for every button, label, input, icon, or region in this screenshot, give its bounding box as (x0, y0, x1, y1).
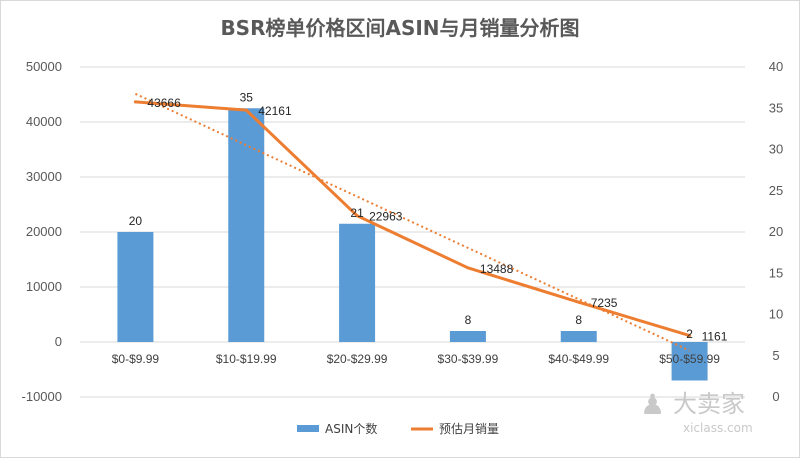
watermark-logo-icon: ♟ (640, 388, 665, 421)
line-value-label: 1161 (702, 330, 728, 344)
right-axis-tick-label: 20 (769, 224, 783, 239)
right-axis-ticks: 0 5 10 15 20 25 30 35 40 (769, 59, 783, 404)
line-value-label: 7235 (591, 296, 618, 310)
bar-value-label: 35 (240, 90, 254, 104)
right-axis-tick-label: 10 (769, 307, 783, 322)
sales-line (133, 100, 692, 338)
left-axis-tick-label: 50000 (26, 59, 62, 74)
line-value-label: 13488 (480, 262, 514, 276)
bar (560, 331, 597, 342)
line-point (244, 108, 248, 112)
right-axis-tick-label: 30 (769, 142, 783, 157)
bar (117, 232, 154, 342)
category-label: $20-$29.99 (327, 352, 388, 366)
bar-value-label: 2 (686, 327, 693, 341)
bar (228, 108, 265, 342)
bar-series (117, 108, 708, 381)
line-point (688, 334, 692, 338)
line-point (577, 300, 581, 304)
bar-value-label: 8 (465, 313, 472, 327)
chart-title: BSR榜单价格区间ASIN与月销量分析图 (220, 16, 579, 40)
legend: ASIN个数 预估月销量 (297, 421, 499, 436)
left-axis-tick-label: 0 (55, 334, 62, 349)
category-label: $0-$9.99 (112, 352, 160, 366)
bar-value-label: 8 (575, 313, 582, 327)
line-point (133, 100, 137, 104)
legend-label-line: 预估月销量 (439, 422, 499, 436)
left-axis-tick-label: 30000 (26, 169, 62, 184)
bar-value-label: 21 (350, 206, 364, 220)
line-point (355, 214, 359, 218)
trendline (134, 92, 691, 352)
line-value-label: 43666 (147, 96, 181, 110)
right-axis-tick-label: 5 (772, 348, 779, 363)
category-labels: $0-$9.99 $10-$19.99 $20-$29.99 $30-$39.99 $4… (112, 352, 721, 366)
legend-label-bar: ASIN个数 (325, 421, 377, 436)
right-axis-tick-label: 35 (769, 100, 783, 115)
bar (671, 342, 708, 381)
category-label: $40-$49.99 (548, 352, 609, 366)
left-axis-tick-label: 40000 (26, 114, 62, 129)
left-axis-tick-label: -10000 (22, 389, 62, 404)
category-label: $10-$19.99 (216, 352, 277, 366)
category-label: $30-$39.99 (438, 352, 499, 366)
watermark-text: 大卖家 (673, 390, 745, 418)
line-value-label: 22963 (369, 210, 403, 224)
line-value-label: 42161 (258, 104, 292, 118)
bar (449, 331, 486, 342)
line-series (133, 100, 692, 338)
left-axis-tick-label: 10000 (26, 279, 62, 294)
bar-value-label: 20 (129, 214, 143, 228)
right-axis-tick-label: 0 (772, 389, 779, 404)
watermark: ♟ 大卖家 xiclass.com (640, 388, 753, 435)
watermark-subtext: xiclass.com (683, 421, 753, 435)
right-axis-tick-label: 25 (769, 183, 783, 198)
category-label: $50-$59.99 (659, 352, 720, 366)
line-point (466, 266, 470, 270)
gridlines (80, 66, 745, 398)
legend-swatch-bar (297, 425, 319, 432)
right-axis-tick-label: 15 (769, 265, 783, 280)
left-axis-ticks: -10000 0 10000 20000 30000 40000 50000 (22, 59, 62, 404)
bar (339, 223, 376, 342)
left-axis-tick-label: 20000 (26, 224, 62, 239)
right-axis-tick-label: 40 (769, 59, 783, 74)
linear-trendline (134, 92, 691, 352)
data-labels: 20 35 21 8 8 2 43666 42161 22963 13488 7235 1161 (129, 90, 728, 343)
